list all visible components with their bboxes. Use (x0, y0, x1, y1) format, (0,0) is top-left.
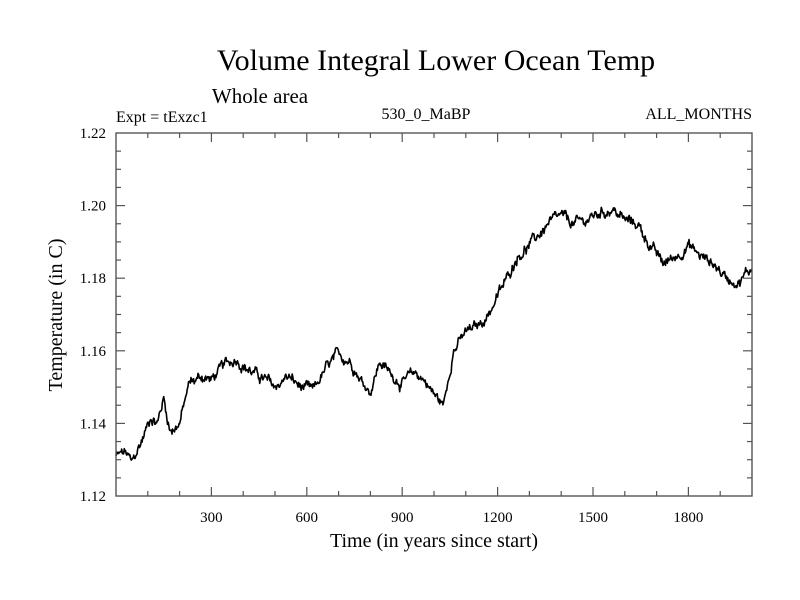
y-tick-label: 1.12 (80, 489, 106, 505)
x-tick-label: 900 (391, 510, 414, 526)
axis-ticks (116, 133, 752, 496)
chart-title: Volume Integral Lower Ocean Temp (217, 44, 655, 77)
x-tick-label: 1200 (483, 510, 513, 526)
y-tick-labels: 1.12 1.14 1.16 1.18 1.20 1.22 (80, 126, 107, 505)
y-tick-label: 1.18 (80, 271, 106, 287)
x-tick-label: 1800 (673, 510, 703, 526)
x-axis-label: Time (in years since start) (330, 530, 538, 552)
months-label: ALL_MONTHS (645, 106, 752, 123)
x-tick-labels: 300 600 900 1200 1500 1800 (200, 510, 703, 526)
series-line (115, 206, 753, 461)
experiment-label: Expt = tExzc1 (116, 109, 208, 126)
plot-frame (115, 132, 753, 497)
x-tick-label: 300 (200, 510, 223, 526)
period-label: 530_0_MaBP (382, 106, 471, 123)
x-tick-label: 600 (296, 510, 319, 526)
y-tick-label: 1.16 (80, 344, 107, 360)
y-axis-label: Temperature (in C) (45, 239, 67, 392)
chart-subtitle: Whole area (212, 84, 309, 108)
x-tick-label: 1500 (578, 510, 608, 526)
y-tick-label: 1.22 (80, 126, 106, 142)
y-tick-label: 1.14 (80, 416, 107, 432)
y-tick-label: 1.20 (80, 199, 106, 215)
